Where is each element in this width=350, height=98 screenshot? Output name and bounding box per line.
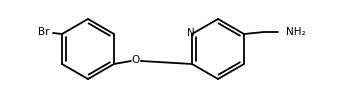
Text: Br: Br (38, 27, 50, 37)
Text: N: N (187, 28, 195, 38)
Text: O: O (132, 55, 140, 65)
Text: NH₂: NH₂ (286, 27, 306, 37)
